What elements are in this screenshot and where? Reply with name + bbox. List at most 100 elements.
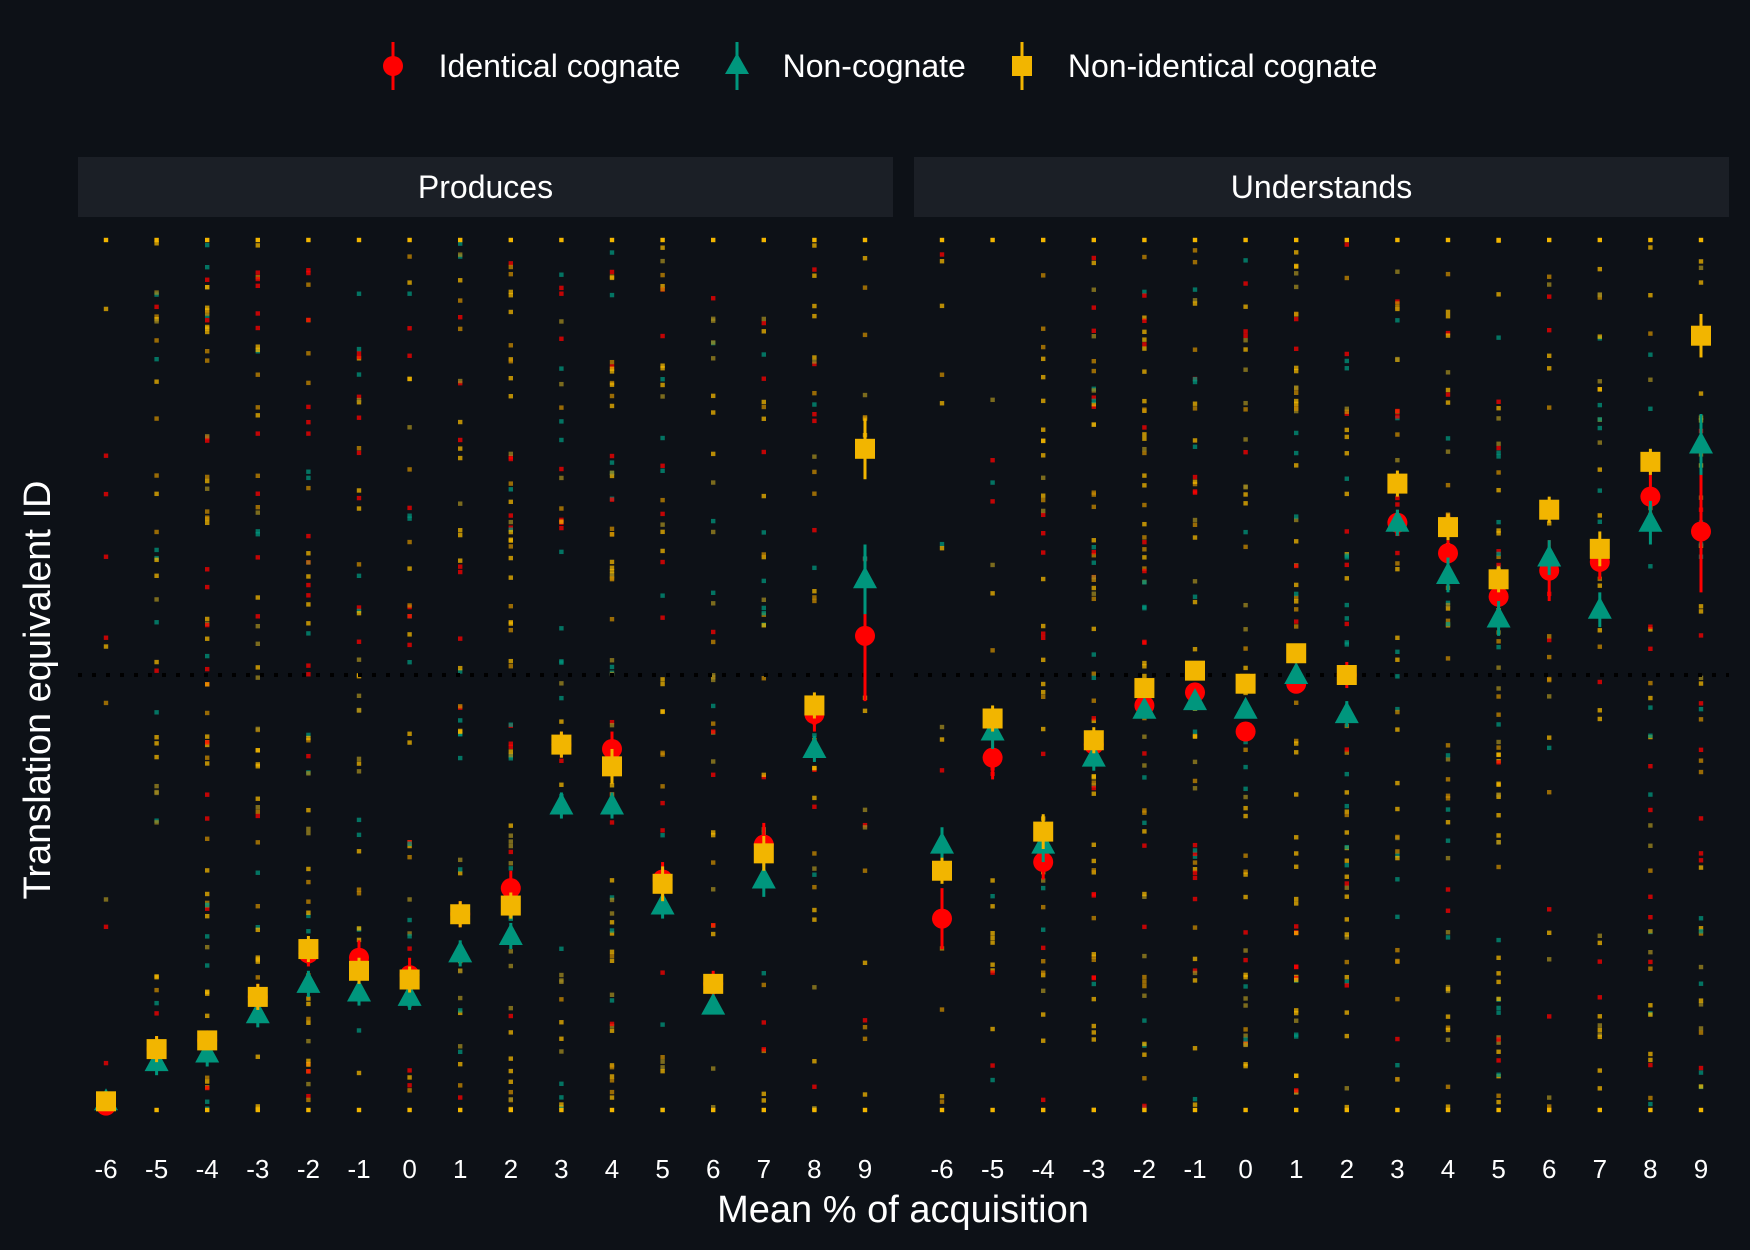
observation-dot xyxy=(306,317,311,323)
observation-dot xyxy=(1041,635,1046,641)
observation-dot xyxy=(1496,237,1501,243)
observation-dot xyxy=(1142,580,1147,585)
observation-dot xyxy=(255,870,260,875)
observation-dot xyxy=(1648,1012,1653,1017)
observation-dot xyxy=(1091,718,1096,724)
observation-dot xyxy=(154,473,159,478)
observation-dot xyxy=(1142,446,1147,452)
observation-dot xyxy=(255,904,260,909)
observation-dot xyxy=(407,254,412,259)
observation-dot xyxy=(761,552,766,557)
observation-dot xyxy=(1698,929,1704,934)
observation-dot xyxy=(1698,931,1704,936)
observation-dot xyxy=(1648,1057,1653,1063)
observation-dot xyxy=(1192,379,1198,385)
observation-dot xyxy=(154,379,159,384)
observation-dot xyxy=(609,928,615,933)
observation-dot xyxy=(1698,1026,1704,1031)
point-non-cognate xyxy=(1638,509,1663,532)
observation-dot xyxy=(1648,245,1653,250)
observation-dot xyxy=(255,813,260,819)
observation-dot xyxy=(255,796,260,801)
observation-dot xyxy=(1091,1037,1096,1042)
observation-dot xyxy=(1597,1014,1602,1019)
observation-dot xyxy=(1091,591,1096,596)
observation-dot xyxy=(508,866,513,871)
observation-dot xyxy=(1192,259,1198,265)
observation-dot xyxy=(1294,398,1299,404)
observation-dot xyxy=(356,769,362,774)
x-tick-label: 3 xyxy=(554,1154,568,1184)
observation-dot xyxy=(990,935,995,941)
observation-dot xyxy=(1698,964,1704,970)
observation-dot xyxy=(306,602,311,607)
point-non-identical-cognate xyxy=(602,756,622,777)
x-tick-label: -5 xyxy=(981,1154,1004,1184)
observation-dot xyxy=(407,326,412,331)
observation-dot xyxy=(154,547,159,553)
observation-dot xyxy=(1395,269,1400,274)
observation-dot xyxy=(306,996,311,1001)
observation-dot xyxy=(1547,930,1552,935)
observation-dot xyxy=(1698,265,1704,271)
observation-dot xyxy=(1243,930,1248,935)
observation-dot xyxy=(1445,777,1451,782)
observation-dot xyxy=(458,636,463,641)
observation-dot xyxy=(356,488,362,493)
observation-dot xyxy=(1243,739,1248,745)
observation-dot xyxy=(1597,644,1602,649)
observation-dot xyxy=(812,469,817,475)
observation-dot xyxy=(711,237,716,243)
observation-dot xyxy=(609,292,615,298)
observation-dot xyxy=(458,968,463,974)
observation-dot xyxy=(1344,275,1349,281)
observation-dot xyxy=(255,529,260,534)
observation-dot xyxy=(458,1083,463,1088)
observation-dot xyxy=(862,1018,868,1023)
observation-dot xyxy=(1344,979,1349,984)
observation-dot xyxy=(1142,891,1147,897)
observation-dot xyxy=(1041,398,1046,404)
observation-dot xyxy=(255,431,260,436)
observation-dot xyxy=(154,820,159,825)
legend: Identical cognate Non-cognate Non-identi… xyxy=(0,38,1750,94)
observation-dot xyxy=(609,473,615,479)
observation-dot xyxy=(306,672,311,677)
observation-dot xyxy=(1445,482,1451,488)
observation-dot xyxy=(1395,550,1400,556)
observation-dot xyxy=(1344,974,1349,980)
observation-dot xyxy=(306,1020,311,1025)
x-tick-label: 3 xyxy=(1390,1154,1404,1184)
observation-dot xyxy=(306,1062,311,1067)
point-non-identical-cognate xyxy=(298,939,319,960)
observation-dot xyxy=(255,762,260,767)
observation-dot xyxy=(508,722,513,727)
point-non-identical-cognate xyxy=(1336,665,1357,685)
observation-dot xyxy=(990,893,995,899)
observation-dot xyxy=(1648,1003,1653,1008)
observation-dot xyxy=(1243,794,1248,800)
observation-dot xyxy=(356,397,362,403)
observation-dot xyxy=(205,792,210,797)
observation-dot xyxy=(559,319,564,324)
x-tick-label: 4 xyxy=(605,1154,619,1184)
observation-dot xyxy=(255,748,260,753)
observation-dot xyxy=(1041,885,1046,891)
x-tick-label: 6 xyxy=(1542,1154,1556,1184)
observation-dot xyxy=(660,593,665,598)
observation-dot xyxy=(508,823,513,828)
observation-dot xyxy=(862,285,868,290)
observation-dot xyxy=(1648,843,1653,848)
observation-dot xyxy=(1294,930,1299,936)
observation-dot xyxy=(1192,401,1198,406)
observation-dot xyxy=(508,309,513,315)
observation-dot xyxy=(306,485,311,491)
point-non-identical-cognate xyxy=(197,1030,218,1051)
observation-dot xyxy=(1547,676,1552,682)
observation-dot xyxy=(1395,502,1400,507)
observation-dot xyxy=(1597,959,1602,964)
observation-dot xyxy=(205,934,210,939)
observation-dot xyxy=(862,332,868,338)
observation-dot xyxy=(1597,266,1602,272)
